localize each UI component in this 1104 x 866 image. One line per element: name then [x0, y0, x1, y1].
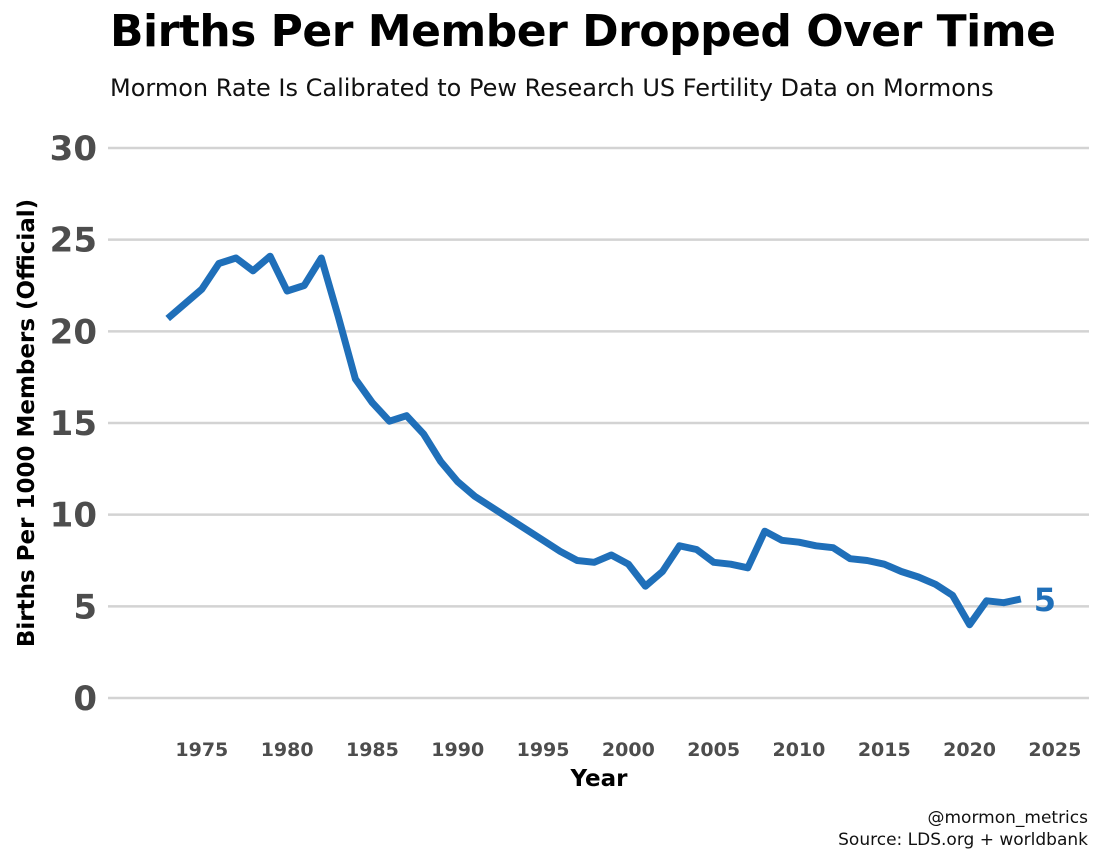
- x-tick-label: 1990: [431, 739, 484, 761]
- y-tick-label: 30: [50, 129, 97, 169]
- y-axis-ticks: 0 5 10 15 20 25 30: [50, 129, 97, 719]
- x-tick-label: 2010: [773, 739, 826, 761]
- x-tick-label: 1975: [175, 739, 228, 761]
- x-tick-label: 2000: [602, 739, 655, 761]
- x-tick-label: 2015: [858, 739, 911, 761]
- x-tick-label: 2020: [943, 739, 996, 761]
- x-tick-label: 1980: [261, 739, 314, 761]
- caption-handle: @mormon_metrics: [927, 808, 1089, 828]
- caption-source: Source: LDS.org + worldbank: [838, 830, 1088, 850]
- end-value-label: 5: [1034, 581, 1056, 619]
- series-layer: 5: [165, 252, 1056, 629]
- chart-title: Births Per Member Dropped Over Time: [110, 6, 1056, 57]
- y-tick-label: 0: [73, 679, 97, 719]
- y-tick-label: 25: [50, 221, 97, 261]
- y-axis-title: Births Per 1000 Members (Official): [14, 199, 40, 647]
- y-tick-label: 5: [73, 587, 97, 627]
- x-tick-label: 1995: [517, 739, 570, 761]
- x-tick-label: 1985: [346, 739, 399, 761]
- series-line-0: [165, 252, 1022, 629]
- x-tick-label: 2025: [1028, 739, 1081, 761]
- x-axis-title: Year: [569, 766, 628, 792]
- y-tick-label: 15: [50, 404, 97, 444]
- x-axis-ticks: 1975 1980 1985 1990 1995 2000 2005 2010 2015 2020…: [175, 739, 1081, 761]
- gridlines: [108, 146, 1089, 700]
- chart-subtitle: Mormon Rate Is Calibrated to Pew Researc…: [110, 74, 994, 102]
- y-tick-label: 10: [50, 496, 97, 536]
- x-tick-label: 2005: [687, 739, 740, 761]
- y-tick-label: 20: [50, 312, 97, 352]
